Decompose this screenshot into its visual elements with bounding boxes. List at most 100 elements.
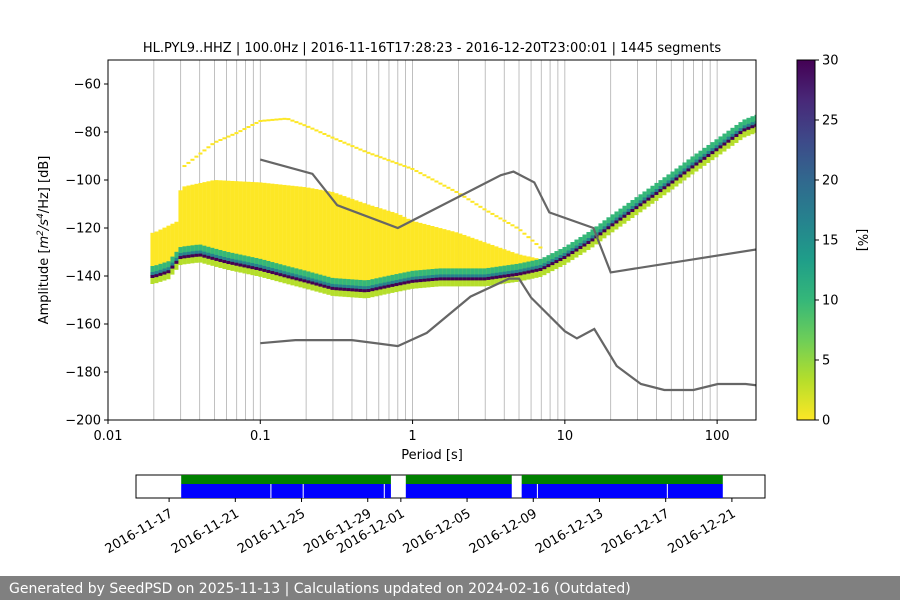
heatmap-cell-high — [502, 271, 507, 276]
y-tick-label: −140 — [65, 270, 101, 285]
heatmap-cell-outlier — [426, 176, 431, 179]
heatmap-cell-tail — [738, 132, 743, 141]
heatmap-cell-high — [470, 274, 475, 279]
heatmap-cell-outlier — [270, 118, 275, 121]
heatmap-cell-tail — [634, 207, 639, 216]
y-tick-label: −160 — [65, 318, 101, 333]
heatmap-cell-high — [394, 280, 399, 285]
heatmap-cell-low — [278, 184, 283, 275]
heatmap-cell-high — [610, 220, 615, 225]
heatmap-cell-mid — [526, 261, 531, 272]
heatmap-cell-mid — [518, 263, 523, 274]
heatmap-cell-high — [206, 252, 211, 257]
heatmap-cell-mode — [674, 177, 679, 181]
heatmap-cell-mode — [378, 286, 383, 290]
heatmap-cell-tail — [642, 201, 647, 210]
heatmap-cell-tail — [170, 266, 175, 275]
date-tick-label: 2016-12-21 — [666, 506, 739, 557]
heatmap-cell-mid — [394, 274, 399, 285]
heatmap-cell-outlier — [398, 163, 403, 166]
heatmap-cell-outlier — [478, 205, 483, 208]
heatmap-cell-mid — [582, 234, 587, 245]
heatmap-cell-mode — [382, 285, 387, 289]
heatmap-cell-high — [538, 264, 543, 269]
heatmap-cell-low — [322, 190, 327, 286]
heatmap-cell-tail — [686, 169, 691, 178]
heatmap-cell-tail — [674, 178, 679, 187]
heatmap-cell-high — [378, 283, 383, 288]
heatmap-cell-mode — [690, 165, 695, 169]
heatmap-cell-high — [362, 286, 367, 291]
heatmap-cell-mode — [246, 265, 251, 269]
heatmap-cell-high — [366, 286, 371, 291]
heatmap-cell-high — [246, 262, 251, 267]
heatmap-cell-mid — [426, 269, 431, 280]
heatmap-cell-tail — [166, 271, 171, 280]
heatmap-cell-tail — [478, 278, 483, 287]
heatmap-cell-low — [298, 186, 303, 280]
heatmap-cell-mid — [234, 253, 239, 264]
heatmap-cell-low — [486, 243, 491, 278]
heatmap-cell-mid — [734, 124, 739, 135]
heatmap-cell-low — [182, 186, 187, 257]
heatmap-cell-outlier — [334, 138, 339, 141]
colorbar-tick-label: 5 — [822, 354, 830, 369]
heatmap-cell-mid — [194, 244, 199, 255]
heatmap-cell-low — [410, 220, 415, 281]
heatmap-cell-high — [178, 253, 183, 258]
heatmap-cell-high — [598, 229, 603, 234]
heatmap-cell-tail — [238, 264, 243, 273]
heatmap-cell-mode — [374, 287, 379, 291]
heatmap-cell-mode — [574, 248, 579, 252]
heatmap-cell-mid — [222, 251, 227, 262]
heatmap-cell-tail — [442, 278, 447, 287]
noise-models — [260, 158, 756, 392]
heatmap-cell-mid — [274, 263, 279, 274]
heatmap-cell-high — [358, 285, 363, 290]
heatmap-cell-tail — [490, 277, 495, 286]
heatmap-cell-high — [494, 272, 499, 277]
heatmap-cell-tail — [742, 129, 747, 138]
heatmap-cell-low — [290, 185, 295, 278]
heatmap-cell-high — [446, 274, 451, 279]
heatmap-cell-high — [286, 272, 291, 277]
heatmap-cell-mid — [670, 171, 675, 182]
heatmap-cell-tail — [546, 265, 551, 274]
heatmap-cell-mid — [298, 269, 303, 280]
heatmap-cell-mode — [166, 270, 171, 274]
heatmap-cell-mode — [614, 220, 619, 224]
heatmap-cell-high — [402, 278, 407, 283]
heatmap-cell-mid — [570, 242, 575, 253]
heatmap-cell-mid — [642, 191, 647, 202]
heatmap-cell-mid — [618, 208, 623, 219]
heatmap-cell-low — [234, 181, 239, 264]
heatmap-cell-mode — [666, 183, 671, 187]
heatmap-cell-mode — [558, 258, 563, 262]
heatmap-cell-mid — [714, 139, 719, 150]
heatmap-cell-mode — [266, 269, 271, 273]
heatmap-cell-high — [170, 262, 175, 267]
heatmap-cell-outlier — [514, 226, 519, 229]
heatmap-cell-outlier — [294, 121, 299, 124]
heatmap-cell-mid — [278, 264, 283, 275]
heatmap-cell-mode — [590, 238, 595, 242]
heatmap-cell-mode — [466, 277, 471, 281]
heatmap-cell-mid — [506, 265, 511, 276]
heatmap-cell-high — [562, 253, 567, 258]
heatmap-cell-mid — [610, 214, 615, 225]
heatmap-cell-high — [422, 275, 427, 280]
heatmap-cell-high — [582, 240, 587, 245]
heatmap-cell-mid — [406, 271, 411, 282]
heatmap-cell-high — [630, 206, 635, 211]
heatmap-cell-mid — [446, 268, 451, 279]
heatmap-cell-mode — [254, 266, 259, 270]
heatmap-cell-outlier — [530, 239, 535, 242]
heatmap-cell-mid — [530, 260, 535, 271]
heatmap-cell-low — [166, 225, 171, 272]
heatmap-cell-mid — [150, 266, 155, 276]
heatmap-cell-high — [390, 280, 395, 285]
heatmap-cell-mid — [230, 252, 235, 263]
heatmap-cell-high — [590, 235, 595, 240]
heatmap-cell-high — [342, 284, 347, 289]
heatmap-cell-high — [670, 177, 675, 182]
